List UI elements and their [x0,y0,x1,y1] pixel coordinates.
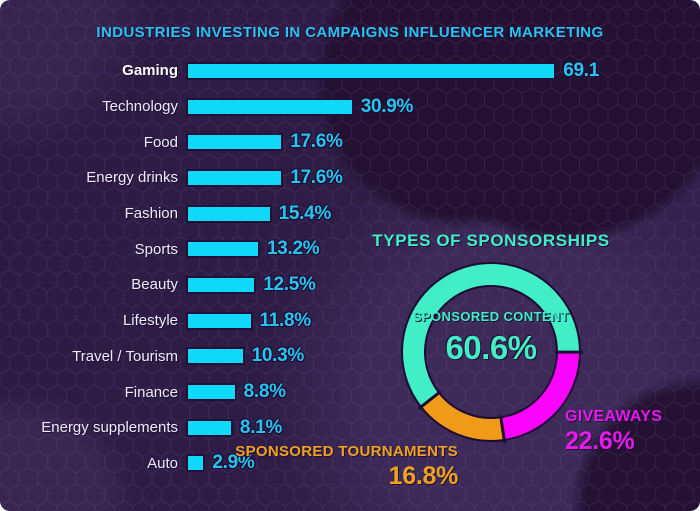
bar [186,61,557,80]
bar [186,133,284,152]
bar-row: Technology 30.9% [8,89,694,125]
bar-label: Energy drinks [86,169,178,187]
bar-label: Technology [102,98,178,116]
bar-label: Food [143,133,178,151]
bar-value: 17.6% [290,131,343,153]
bar-row: Gaming 69.1 [8,53,694,89]
tournaments-callout: SPONSORED TOURNAMENTS 16.8% [235,443,458,491]
bar [186,418,233,437]
page-title: INDUSTRIES INVESTING IN CAMPAIGNS INFLUE… [96,24,604,41]
bar [186,454,206,473]
giveaways-value: 22.6% [565,427,635,456]
bar [186,275,257,294]
bar-label: Lifestyle [122,312,178,330]
bar-row: Food 17.6% [8,124,694,160]
tournaments-value: 16.8% [388,462,459,490]
donut-center-label: SPONSORED CONTENT 60.6% [411,309,571,367]
bar-row: Travel / Tourism 10.3% [8,339,694,375]
giveaways-label: GIVEAWAYS [565,408,663,425]
donut-separator [554,350,584,354]
donut-separator [417,390,442,410]
bar-label: Energy supplements [41,419,178,437]
sponsored-content-label: SPONSORED CONTENT [412,309,570,324]
bar-row: Energy supplements 8.1% [8,410,694,446]
bar-row: Sports 13.2% [8,231,694,267]
bar-label: Auto [147,454,178,472]
bar-value: 11.8% [259,309,312,331]
bar-value: 12.5% [263,273,316,295]
bar-value: 10.3% [251,345,305,367]
bar-value: 2.9% [212,452,255,474]
bar-value: 17.6% [290,166,343,188]
tournaments-label: SPONSORED TOURNAMENTS [235,443,458,460]
bar-label: Finance [124,383,178,401]
bar [186,383,237,402]
bar-value: 13.2% [266,238,320,260]
bar-row: Fashion 15.4% [8,196,694,232]
bar-value: 15.4% [278,202,332,224]
bar-label: Travel / Tourism [72,347,178,365]
sponsored-content-value: 60.6% [445,328,537,366]
bar [186,168,284,187]
bar-value: 69.1 [563,59,599,81]
bar [186,204,272,223]
bar-label: Gaming [122,62,178,80]
donut-chart [401,262,584,444]
bar-row: Finance 8.8% [8,374,694,410]
donut-separator [499,415,507,444]
bar-value: 8.8% [243,381,286,403]
bar-rows: Gaming 69.1 Technology 30.9% Food 17.6% Energy… [8,53,694,481]
bar-value: 8.1% [239,416,283,438]
donut-slice-1 [403,264,579,440]
bar-row: Auto 2.9% [8,446,694,482]
bar [186,240,260,259]
bar-row: Beauty 12.5% [8,267,694,303]
bar-label: Beauty [131,276,178,294]
donut-chart-title: TYPES OF SPONSORSHIPS [372,231,610,250]
bar-row: Energy drinks 17.6% [8,160,694,196]
bar-label: Fashion [124,205,178,223]
bar [186,97,354,116]
giveaways-callout: GIVEAWAYS 22.6% [565,407,662,456]
bar [186,311,253,330]
donut-separators [417,350,584,444]
bar-value: 30.9% [360,95,414,117]
bar-label: Sports [134,240,178,258]
bar-row: Lifestyle 11.8% [8,303,694,339]
bar [186,347,245,366]
